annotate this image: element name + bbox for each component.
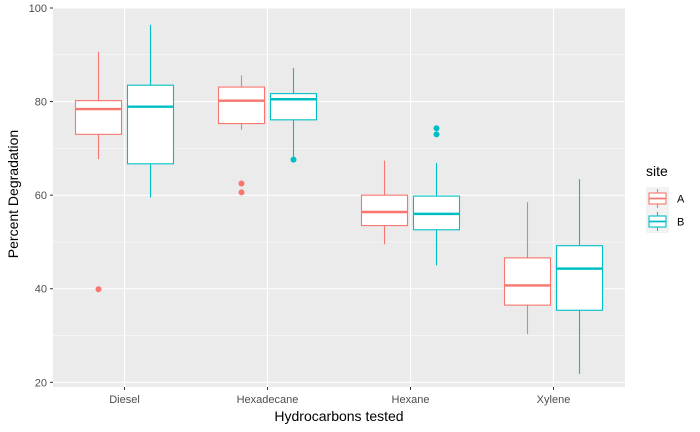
x-tick-label: Hexadecane xyxy=(237,394,299,406)
box-A-xylene xyxy=(503,202,552,335)
box-iqr xyxy=(74,100,123,135)
y-tick-label: 100 xyxy=(29,3,47,15)
box-B-xylene xyxy=(555,179,604,374)
box-layer xyxy=(74,24,604,374)
y-tick-label: 60 xyxy=(35,190,47,202)
legend-label: A xyxy=(677,194,685,206)
y-axis: 20 40 60 80 100 xyxy=(29,3,53,389)
x-tick-label: Hexane xyxy=(392,394,430,406)
outlier-point xyxy=(433,125,440,132)
legend-title: site xyxy=(646,163,668,179)
x-axis: Diesel Hexadecane Hexane Xylene xyxy=(109,387,570,406)
legend-key-B xyxy=(646,210,669,233)
box-B-hexadecane xyxy=(269,67,318,163)
x-tick-label: Diesel xyxy=(109,394,140,406)
box-iqr xyxy=(360,194,409,227)
box-B-diesel xyxy=(126,24,175,198)
box-A-diesel xyxy=(74,51,123,293)
box-B-hexane xyxy=(412,125,461,266)
box-A-hexadecane xyxy=(217,75,266,196)
plot-panel xyxy=(53,7,625,387)
y-axis-title: Percent Degradation xyxy=(5,130,21,258)
legend-label: B xyxy=(677,217,684,229)
box-iqr xyxy=(269,93,318,121)
x-tick-label: Xylene xyxy=(537,394,571,406)
legend-key-A xyxy=(646,187,669,210)
y-tick-label: 40 xyxy=(35,284,47,296)
outlier-point xyxy=(290,156,297,163)
outlier-point xyxy=(238,180,245,187)
y-tick-label: 20 xyxy=(35,377,47,389)
box-iqr xyxy=(126,84,175,165)
legend: site AB xyxy=(646,163,685,233)
x-axis-title: Hydrocarbons tested xyxy=(274,408,403,424)
box-iqr xyxy=(555,245,604,311)
panel-background xyxy=(53,8,625,387)
box-iqr xyxy=(503,257,552,306)
box-iqr xyxy=(217,86,266,125)
box-A-hexane xyxy=(360,160,409,245)
outlier-point xyxy=(238,189,245,196)
y-tick-label: 80 xyxy=(35,97,47,109)
outlier-point xyxy=(433,131,440,138)
outlier-point xyxy=(95,286,102,293)
